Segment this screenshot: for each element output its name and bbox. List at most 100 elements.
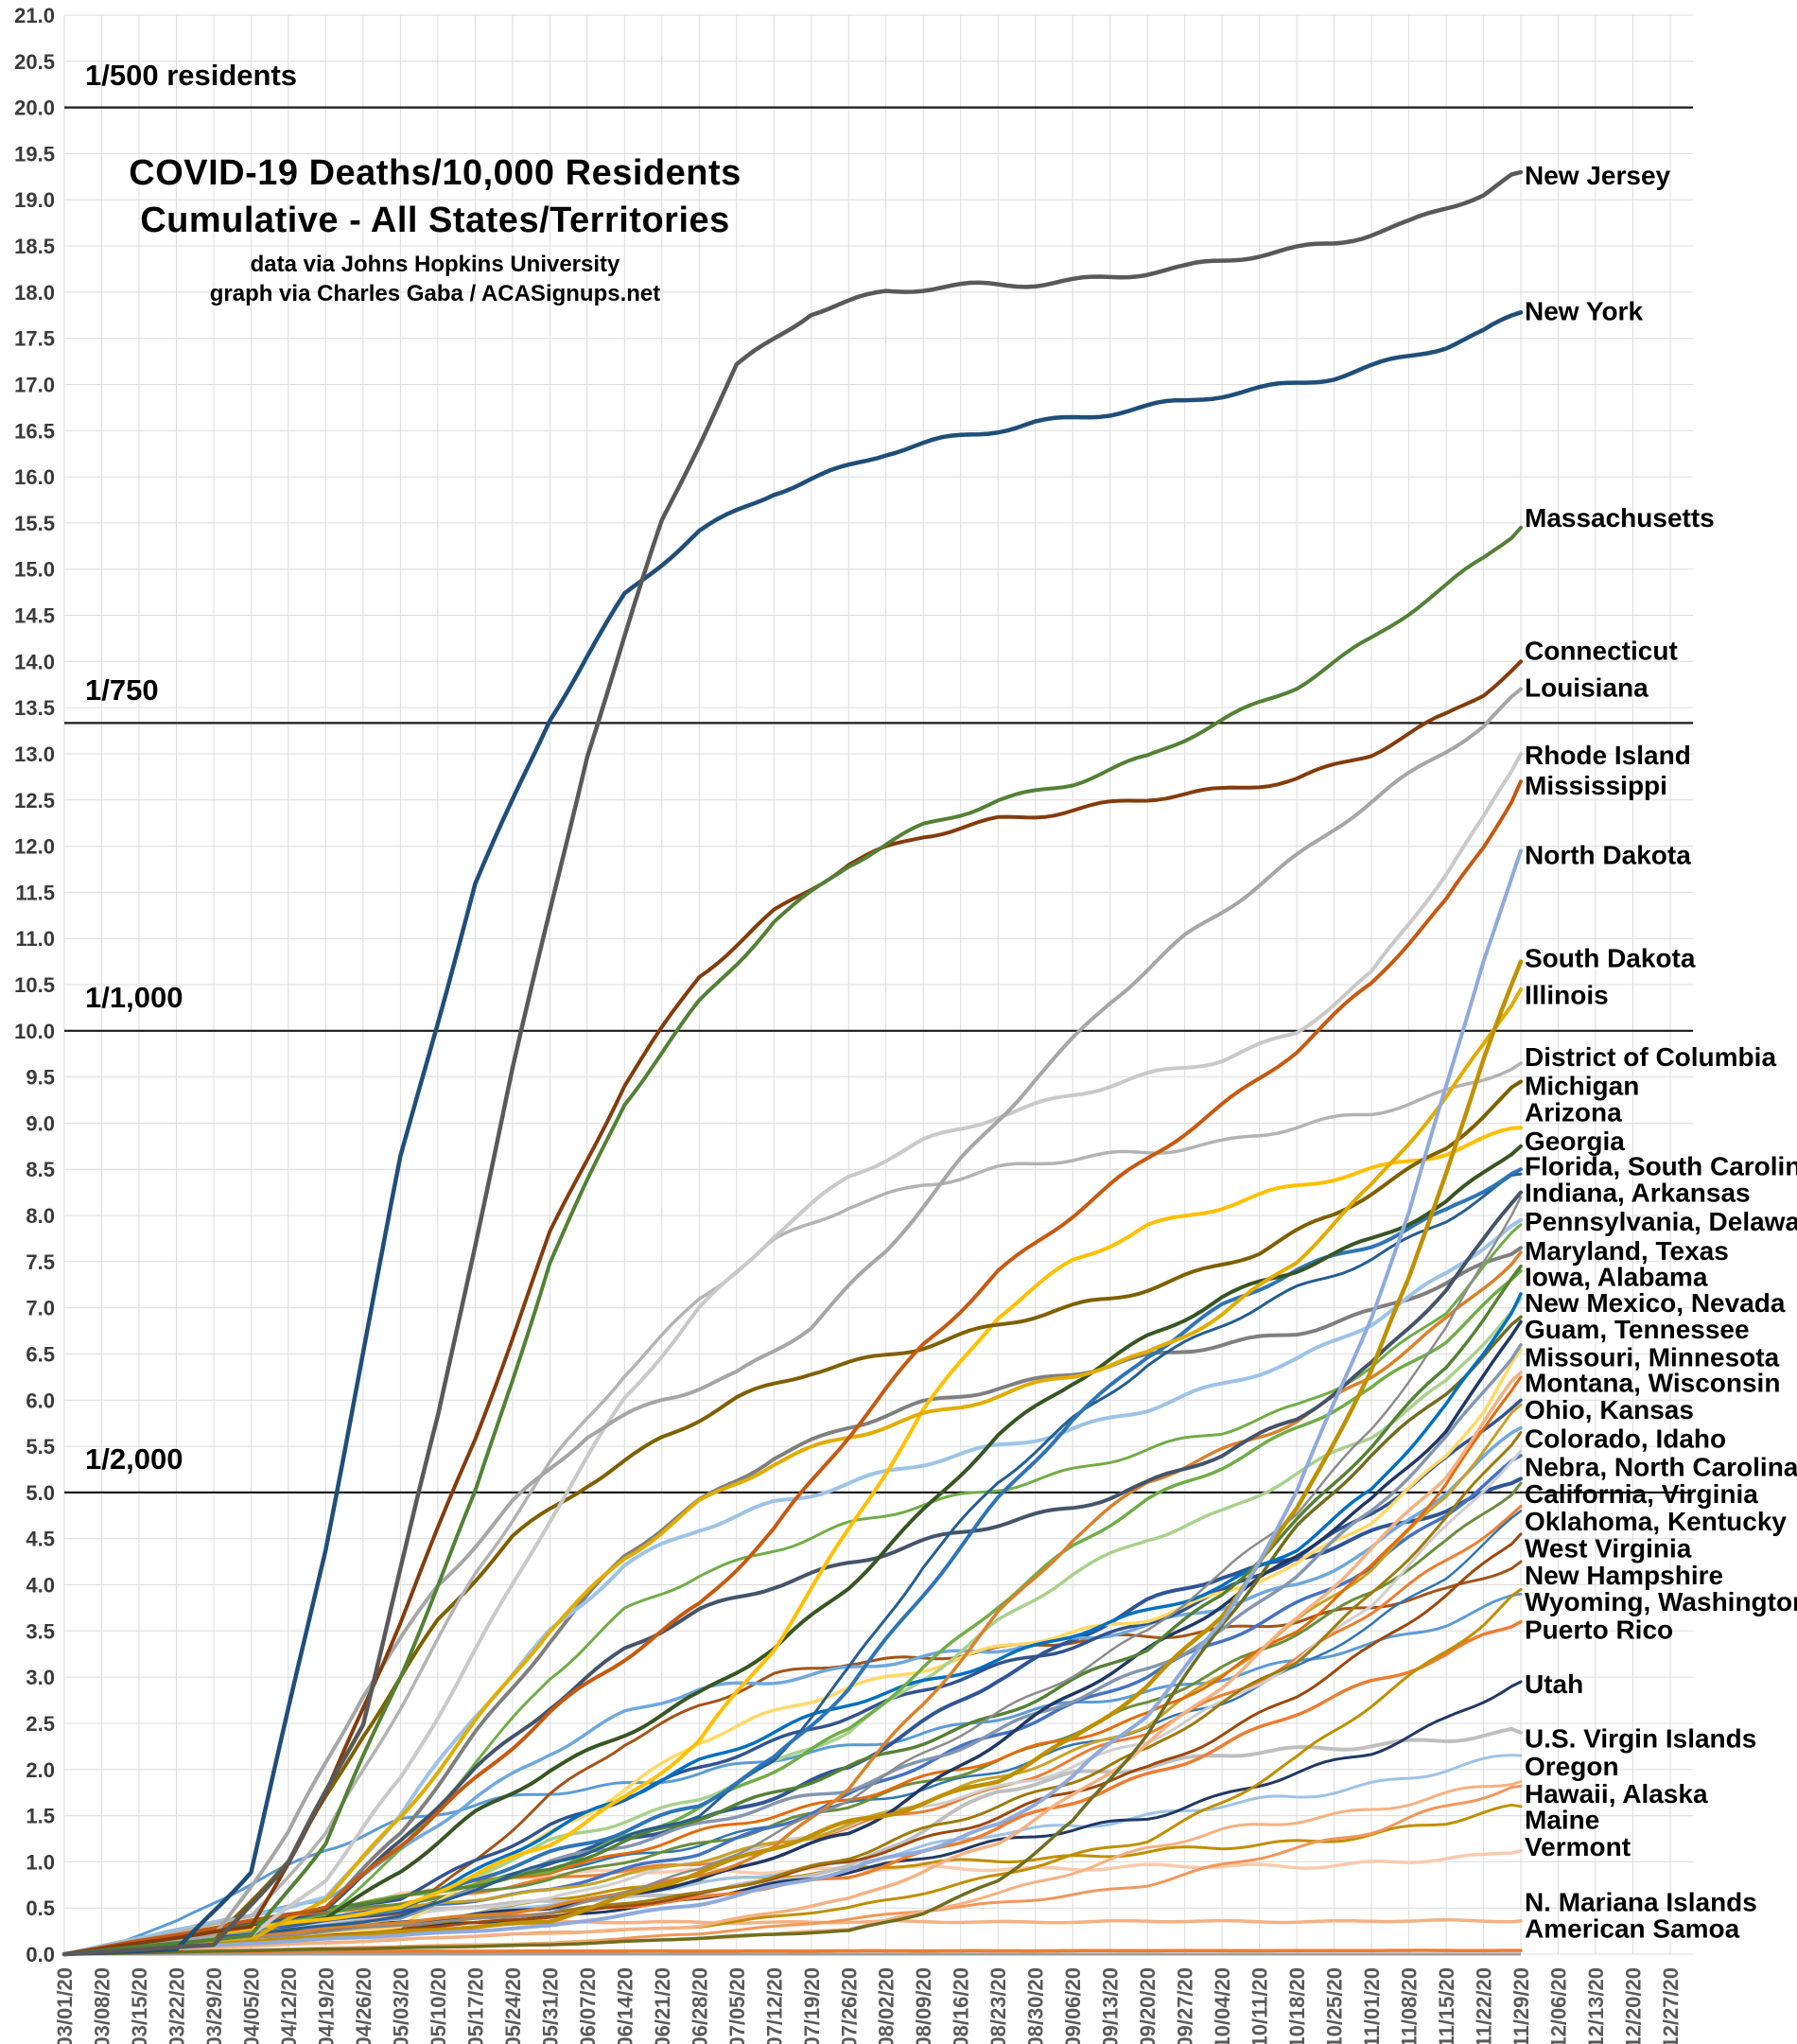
svg-text:8.0: 8.0 — [26, 1204, 55, 1228]
svg-text:New Mexico, Nevada: New Mexico, Nevada — [1525, 1288, 1786, 1318]
svg-text:Maryland, Texas: Maryland, Texas — [1525, 1236, 1729, 1266]
svg-text:California, Virginia: California, Virginia — [1525, 1479, 1758, 1509]
svg-text:07/26/20: 07/26/20 — [837, 1967, 861, 2044]
svg-text:3.0: 3.0 — [26, 1666, 55, 1689]
series-line — [62, 1315, 1523, 1956]
series-line — [62, 1371, 1523, 1956]
data-credit: data via Johns Hopkins University — [250, 252, 620, 277]
svg-text:1.5: 1.5 — [26, 1805, 55, 1828]
svg-text:Oklahoma, Kentucky: Oklahoma, Kentucky — [1525, 1507, 1787, 1536]
svg-text:04/19/20: 04/19/20 — [314, 1967, 338, 2044]
svg-text:06/21/20: 06/21/20 — [651, 1967, 674, 2044]
reference-label-1-1000: 1/1,000 — [85, 981, 183, 1014]
svg-text:Rhode Island: Rhode Island — [1525, 741, 1691, 770]
svg-text:Montana, Wisconsin: Montana, Wisconsin — [1525, 1369, 1780, 1398]
svg-text:Puerto Rico: Puerto Rico — [1525, 1615, 1673, 1644]
svg-text:4.5: 4.5 — [26, 1528, 55, 1551]
svg-text:11/22/20: 11/22/20 — [1473, 1967, 1496, 2044]
svg-text:8.5: 8.5 — [26, 1158, 55, 1181]
svg-text:Colorado, Idaho: Colorado, Idaho — [1525, 1424, 1726, 1453]
svg-text:Wyoming, Washington: Wyoming, Washington — [1525, 1587, 1797, 1616]
svg-text:Indiana, Arkansas: Indiana, Arkansas — [1525, 1179, 1751, 1208]
svg-text:20.5: 20.5 — [14, 50, 55, 74]
svg-text:13.0: 13.0 — [14, 742, 55, 766]
svg-text:05/10/20: 05/10/20 — [427, 1967, 450, 2044]
svg-text:N. Mariana Islands: N. Mariana Islands — [1525, 1887, 1757, 1916]
svg-text:14.0: 14.0 — [14, 650, 55, 673]
svg-text:North Dakota: North Dakota — [1525, 840, 1691, 869]
svg-text:District of Columbia: District of Columbia — [1525, 1042, 1776, 1072]
svg-text:12/13/20: 12/13/20 — [1584, 1967, 1608, 2044]
svg-text:9.0: 9.0 — [26, 1111, 55, 1135]
svg-text:Nebra, North Carolina: Nebra, North Carolina — [1525, 1453, 1797, 1482]
series-line — [62, 848, 1523, 1956]
svg-text:Iowa, Alabama: Iowa, Alabama — [1525, 1263, 1708, 1292]
series-line — [62, 1217, 1523, 1956]
svg-text:08/16/20: 08/16/20 — [950, 1967, 973, 2044]
reference-label-1-750: 1/750 — [85, 673, 159, 707]
svg-text:20.0: 20.0 — [14, 96, 55, 120]
svg-text:Mississippi: Mississippi — [1525, 771, 1667, 800]
series-line — [62, 525, 1523, 1956]
svg-text:03/29/20: 03/29/20 — [202, 1967, 226, 2044]
state-annotations: New Jersey New York Massachusetts Connectic… — [1525, 161, 1797, 1944]
series-line — [62, 1592, 1523, 1956]
svg-text:09/27/20: 09/27/20 — [1174, 1967, 1197, 2044]
svg-text:07/19/20: 07/19/20 — [800, 1967, 824, 2044]
svg-text:3.5: 3.5 — [26, 1619, 55, 1643]
chart-title-block: COVID-19 Deaths/10,000 Residents Cumulat… — [95, 149, 776, 308]
series-line — [62, 1532, 1523, 1956]
svg-text:0.0: 0.0 — [26, 1943, 55, 1966]
svg-text:21.0: 21.0 — [14, 4, 55, 27]
svg-text:Connecticut: Connecticut — [1525, 637, 1678, 666]
svg-text:18.5: 18.5 — [14, 235, 55, 258]
svg-text:18.0: 18.0 — [14, 281, 55, 305]
svg-text:03/08/20: 03/08/20 — [91, 1967, 114, 2044]
series-line — [61, 169, 1524, 1957]
svg-text:Vermont: Vermont — [1525, 1832, 1631, 1861]
svg-text:05/24/20: 05/24/20 — [501, 1967, 525, 2044]
svg-text:09/06/20: 09/06/20 — [1061, 1967, 1085, 2044]
svg-text:Georgia: Georgia — [1525, 1127, 1625, 1156]
svg-text:08/09/20: 08/09/20 — [912, 1967, 935, 2044]
svg-text:10/04/20: 10/04/20 — [1211, 1967, 1234, 2044]
svg-text:11/08/20: 11/08/20 — [1398, 1967, 1422, 2044]
svg-text:15.5: 15.5 — [14, 512, 55, 535]
svg-text:2.5: 2.5 — [26, 1712, 55, 1736]
series-line — [62, 1126, 1523, 1956]
svg-text:South Dakota: South Dakota — [1525, 944, 1696, 973]
svg-text:05/03/20: 05/03/20 — [389, 1967, 412, 2044]
svg-text:03/22/20: 03/22/20 — [166, 1967, 189, 2044]
svg-text:04/12/20: 04/12/20 — [277, 1967, 301, 2044]
svg-text:7.5: 7.5 — [26, 1250, 55, 1274]
svg-text:08/02/20: 08/02/20 — [875, 1967, 898, 2044]
series-line — [61, 310, 1524, 1957]
series-line — [62, 687, 1523, 1956]
svg-text:11.0: 11.0 — [15, 927, 55, 951]
svg-text:06/07/20: 06/07/20 — [576, 1967, 600, 2044]
svg-text:16.0: 16.0 — [14, 465, 55, 489]
svg-text:17.0: 17.0 — [14, 374, 55, 397]
svg-text:9.5: 9.5 — [26, 1066, 55, 1090]
series-line — [62, 1061, 1523, 1956]
svg-text:5.5: 5.5 — [26, 1435, 55, 1459]
svg-text:06/28/20: 06/28/20 — [688, 1967, 711, 2044]
svg-text:06/14/20: 06/14/20 — [613, 1967, 637, 2044]
series-line — [62, 1948, 1523, 1956]
svg-text:10/25/20: 10/25/20 — [1323, 1967, 1347, 2044]
svg-text:5.0: 5.0 — [26, 1481, 55, 1505]
svg-text:12/27/20: 12/27/20 — [1659, 1967, 1683, 2044]
svg-text:15.0: 15.0 — [14, 558, 55, 582]
svg-text:19.0: 19.0 — [14, 188, 55, 212]
svg-text:6.5: 6.5 — [26, 1343, 55, 1367]
series-line — [61, 959, 1524, 1957]
svg-text:Oregon: Oregon — [1525, 1752, 1619, 1781]
chart-title-line1: COVID-19 Deaths/10,000 Residents — [129, 153, 741, 193]
svg-text:Pennsylvania, Delaware: Pennsylvania, Delaware — [1525, 1207, 1797, 1236]
svg-text:2.0: 2.0 — [26, 1758, 55, 1782]
svg-text:Massachusetts: Massachusetts — [1525, 503, 1715, 533]
svg-text:U.S. Virgin Islands: U.S. Virgin Islands — [1525, 1724, 1756, 1754]
svg-text:11/15/20: 11/15/20 — [1435, 1967, 1458, 2044]
